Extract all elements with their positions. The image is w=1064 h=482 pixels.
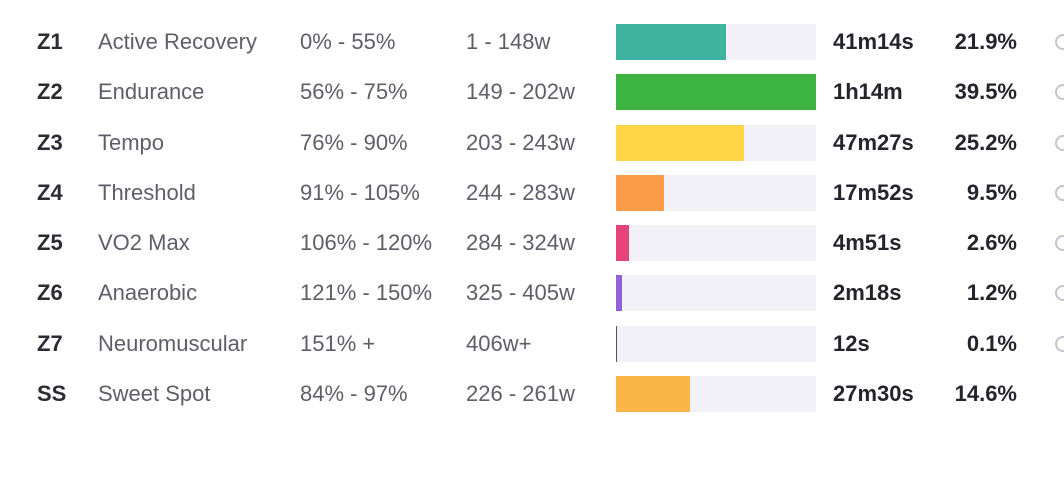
zone-share: 14.6% xyxy=(954,381,1017,407)
zone-time: 4m51s xyxy=(833,230,902,256)
zone-bar-track xyxy=(616,124,816,161)
row-toggle-icon[interactable] xyxy=(1055,134,1064,151)
zone-id: Z1 xyxy=(37,29,63,54)
zone-bar-track xyxy=(616,74,816,111)
zone-percent-range: 0% - 55% xyxy=(300,29,396,54)
zone-name: Threshold xyxy=(98,179,196,205)
zone-time: 17m52s xyxy=(833,179,914,205)
zone-share: 25.2% xyxy=(954,129,1017,155)
zone-bar-track xyxy=(616,376,816,413)
zone-bar-fill xyxy=(616,376,690,413)
row-toggle-icon[interactable] xyxy=(1055,335,1064,352)
zone-bar-track xyxy=(616,174,816,211)
zone-share: 21.9% xyxy=(954,29,1017,54)
zone-time: 2m18s xyxy=(833,280,902,306)
zone-time: 47m27s xyxy=(833,129,914,155)
zone-row-z5: Z5 VO2 Max 106% - 120% 284 - 324w 4m51s … xyxy=(0,218,1064,268)
row-toggle-icon[interactable] xyxy=(1055,235,1064,252)
zone-row-z2: Z2 Endurance 56% - 75% 149 - 202w 1h14m … xyxy=(0,67,1064,117)
row-toggle-icon[interactable] xyxy=(1055,34,1064,50)
zone-share: 9.5% xyxy=(966,179,1017,205)
zone-name: Active Recovery xyxy=(98,29,257,54)
row-toggle-icon[interactable] xyxy=(1055,184,1064,201)
zone-bar-fill xyxy=(616,325,617,362)
zone-row-z3: Z3 Tempo 76% - 90% 203 - 243w 47m27s 25.… xyxy=(0,118,1064,168)
zone-id: Z4 xyxy=(37,179,63,205)
row-toggle-icon[interactable] xyxy=(1055,285,1064,302)
zone-id: Z3 xyxy=(37,129,63,155)
zone-share: 0.1% xyxy=(966,330,1017,356)
zone-id: SS xyxy=(37,381,67,407)
zone-watts-range: 325 - 405w xyxy=(466,280,575,306)
power-zones-table: Z1 Active Recovery 0% - 55% 1 - 148w 41m… xyxy=(0,17,1064,419)
zone-percent-range: 84% - 97% xyxy=(300,381,408,407)
zone-bar-fill xyxy=(616,225,629,262)
zone-share: 39.5% xyxy=(954,79,1017,105)
zone-name: Anaerobic xyxy=(98,280,198,306)
zone-time: 41m14s xyxy=(833,29,914,54)
zone-id: Z7 xyxy=(37,330,63,356)
zone-percent-range: 76% - 90% xyxy=(300,129,408,155)
zone-percent-range: 121% - 150% xyxy=(300,280,433,306)
zone-watts-range: 149 - 202w xyxy=(466,79,575,105)
zone-bar-fill xyxy=(616,74,816,111)
zone-id: Z6 xyxy=(37,280,63,306)
zone-row-z6: Z6 Anaerobic 121% - 150% 325 - 405w 2m18… xyxy=(0,268,1064,318)
zone-watts-range: 203 - 243w xyxy=(466,129,575,155)
zone-watts-range: 406w+ xyxy=(466,330,532,356)
zone-row-ss: SS Sweet Spot 84% - 97% 226 - 261w 27m30… xyxy=(0,369,1064,419)
zone-name: VO2 Max xyxy=(98,230,190,256)
zone-id: Z2 xyxy=(37,79,63,105)
zone-bar-fill xyxy=(616,124,744,161)
zone-row-z4: Z4 Threshold 91% - 105% 244 - 283w 17m52… xyxy=(0,168,1064,218)
zone-bar-track xyxy=(616,325,816,362)
zone-time: 12s xyxy=(833,330,870,356)
zone-name: Endurance xyxy=(98,79,205,105)
row-toggle-icon[interactable] xyxy=(1055,84,1064,101)
zone-bar-fill xyxy=(616,174,664,211)
zone-percent-range: 151% + xyxy=(300,330,376,356)
zone-bar-track xyxy=(616,275,816,312)
zone-percent-range: 106% - 120% xyxy=(300,230,433,256)
zone-bar-track xyxy=(616,225,816,262)
zone-id: Z5 xyxy=(37,230,63,256)
zone-name: Tempo xyxy=(98,129,165,155)
zone-bar-fill xyxy=(616,24,726,60)
zone-name: Sweet Spot xyxy=(98,381,211,407)
zone-watts-range: 244 - 283w xyxy=(466,179,575,205)
zone-row-z7: Z7 Neuromuscular 151% + 406w+ 12s 0.1% xyxy=(0,319,1064,369)
zone-watts-range: 1 - 148w xyxy=(466,29,551,54)
zone-share: 2.6% xyxy=(966,230,1017,256)
zone-watts-range: 284 - 324w xyxy=(466,230,575,256)
zone-percent-range: 56% - 75% xyxy=(300,79,408,105)
zone-time: 1h14m xyxy=(833,79,903,105)
zone-bar-track xyxy=(616,24,816,60)
zone-share: 1.2% xyxy=(966,280,1017,306)
zone-row-z1: Z1 Active Recovery 0% - 55% 1 - 148w 41m… xyxy=(0,17,1064,67)
zone-time: 27m30s xyxy=(833,381,914,407)
zone-name: Neuromuscular xyxy=(98,330,248,356)
zone-bar-fill xyxy=(616,275,622,312)
zone-watts-range: 226 - 261w xyxy=(466,381,575,407)
zone-percent-range: 91% - 105% xyxy=(300,179,420,205)
